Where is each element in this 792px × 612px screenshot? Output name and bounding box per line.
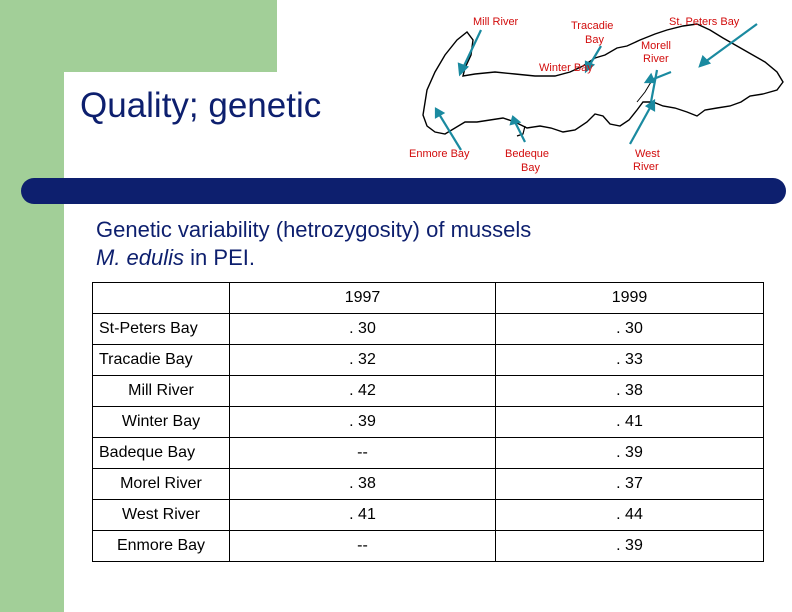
value-1997: . 32 xyxy=(229,344,496,376)
table-row: Winter Bay . 39 . 41 xyxy=(92,406,764,438)
green-header-block xyxy=(0,0,277,72)
site-cell: Enmore Bay xyxy=(92,530,230,562)
site-cell: Tracadie Bay xyxy=(92,344,230,376)
label-winter-bay: Winter Bay xyxy=(539,62,593,74)
header-site xyxy=(92,282,230,314)
caption-species: M. edulis xyxy=(96,245,185,270)
island-coastline xyxy=(422,23,784,135)
site-cell: Morel River xyxy=(92,468,230,500)
caption-rest: in PEI. xyxy=(184,245,255,270)
value-1997: -- xyxy=(229,530,496,562)
caption-line1: Genetic variability (hetrozygosity) of m… xyxy=(96,217,532,242)
slide-title: Quality; genetic xyxy=(80,86,322,125)
arrow-st-peters xyxy=(704,23,758,63)
table-row: Enmore Bay -- . 39 xyxy=(92,530,764,562)
table-row: Mill River . 42 . 38 xyxy=(92,375,764,407)
value-1997: -- xyxy=(229,437,496,469)
value-1997: . 30 xyxy=(229,313,496,345)
value-1997: . 42 xyxy=(229,375,496,407)
table-row: Tracadie Bay . 32 . 33 xyxy=(92,344,764,376)
table-row: St-Peters Bay . 30 . 30 xyxy=(92,313,764,345)
table-row: West River . 41 . 44 xyxy=(92,499,764,531)
site-cell: Mill River xyxy=(92,375,230,407)
value-1999: . 33 xyxy=(495,344,764,376)
value-1997: . 41 xyxy=(229,499,496,531)
value-1997: . 39 xyxy=(229,406,496,438)
value-1999: . 30 xyxy=(495,313,764,345)
value-1999: . 39 xyxy=(495,530,764,562)
arrow-bedeque-bay xyxy=(514,121,526,143)
arrow-enmore-bay xyxy=(438,113,462,151)
site-cell: St-Peters Bay xyxy=(92,313,230,345)
value-1999: . 37 xyxy=(495,468,764,500)
label-tracadie: Tracadie xyxy=(571,20,613,32)
arrow-head xyxy=(457,62,469,77)
table-row: Morel River . 38 . 37 xyxy=(92,468,764,500)
value-1999: . 39 xyxy=(495,437,764,469)
label-morell: Morell xyxy=(641,40,671,52)
label-enmore-bay: Enmore Bay xyxy=(409,148,470,160)
table-caption: Genetic variability (hetrozygosity) of m… xyxy=(96,216,776,272)
label-bedeque: Bedeque xyxy=(505,148,549,160)
map-arrows xyxy=(434,23,758,151)
label-st-peters-bay: St. Peters Bay xyxy=(669,16,740,28)
pei-map: Mill River Tracadie Bay St. Peters Bay M… xyxy=(409,16,784,174)
arrow-mill-river xyxy=(462,29,482,69)
value-1999: . 41 xyxy=(495,406,764,438)
label-morell-river: River xyxy=(643,53,669,65)
site-cell: Winter Bay xyxy=(92,406,230,438)
label-mill-river: Mill River xyxy=(473,16,519,28)
arrow-west-river xyxy=(629,105,652,145)
title-divider-bar xyxy=(21,178,786,204)
site-cell: Badeque Bay xyxy=(92,437,230,469)
label-bedeque-bay: Bay xyxy=(521,162,540,174)
green-sidebar xyxy=(0,72,64,612)
site-cell: West River xyxy=(92,499,230,531)
table-row: Badeque Bay -- . 39 xyxy=(92,437,764,469)
heterozygosity-table: 1997 1999 St-Peters Bay . 30 . 30 Tracad… xyxy=(92,282,764,562)
corner-curve xyxy=(64,72,144,122)
label-west-river: River xyxy=(633,161,659,173)
header-1999: 1999 xyxy=(495,282,764,314)
label-west: West xyxy=(635,148,660,160)
header-1997: 1997 xyxy=(229,282,496,314)
value-1997: . 38 xyxy=(229,468,496,500)
table-header-row: 1997 1999 xyxy=(92,282,764,314)
value-1999: . 38 xyxy=(495,375,764,407)
value-1999: . 44 xyxy=(495,499,764,531)
label-tracadie-bay: Bay xyxy=(585,34,604,46)
